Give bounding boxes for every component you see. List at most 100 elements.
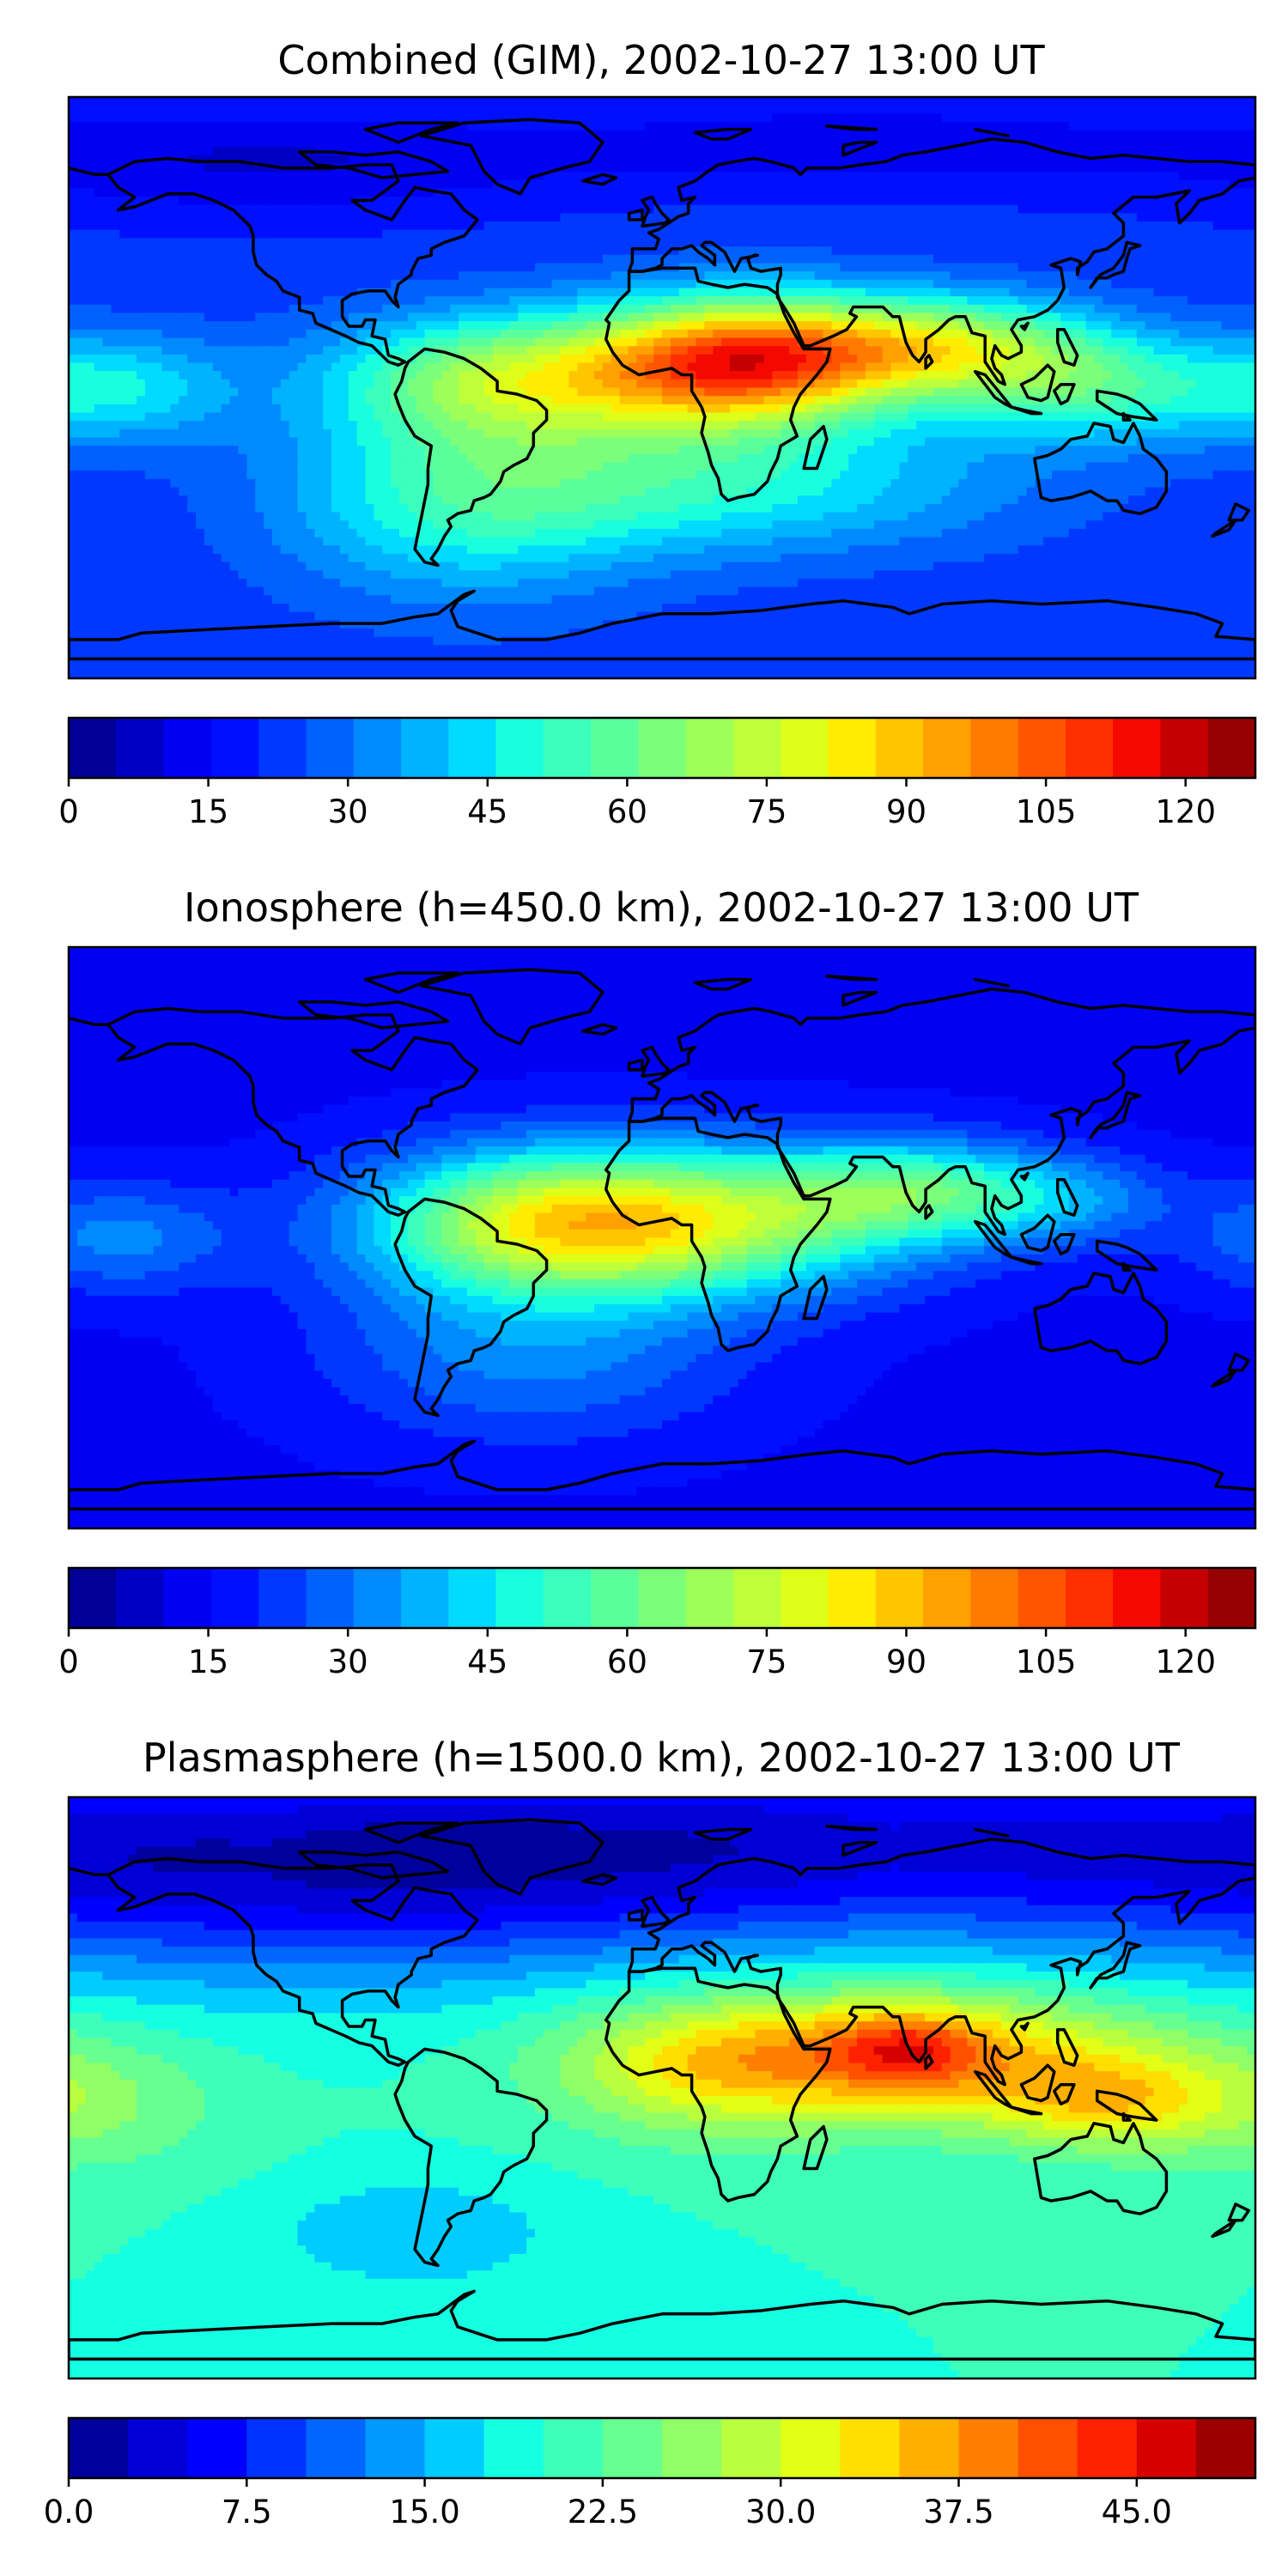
heatmap-cell [916,229,926,240]
heatmap-cell [696,279,705,289]
heatmap-cell [687,147,697,156]
heatmap-cell [407,313,417,322]
heatmap-cell [916,172,926,181]
heatmap-cell [238,204,247,214]
heatmap-cell [483,379,494,389]
heatmap-cell [941,279,951,289]
heatmap-cell [687,346,697,355]
heatmap-cell [763,213,773,222]
heatmap-cell [746,97,756,106]
heatmap-cell [1204,362,1214,372]
heatmap-cell [459,387,468,397]
heatmap-cell [831,337,841,347]
heatmap-cell [264,329,273,339]
heatmap-cell [221,213,231,222]
heatmap-cell [323,337,332,347]
heatmap-cell [297,313,307,322]
heatmap-cell [94,362,104,372]
heatmap-cell [365,138,374,148]
heatmap-cell [339,113,349,123]
heatmap-cell [789,97,799,106]
heatmap-cell [271,204,282,214]
heatmap-cell [950,271,960,281]
heatmap-cell [153,204,163,214]
heatmap-cell [543,213,553,222]
heatmap-cell [755,354,765,364]
heatmap-cell [69,321,78,331]
heatmap-cell [128,313,137,322]
heatmap-cell [187,197,197,206]
heatmap-cell [670,188,680,197]
heatmap-cell [475,296,485,306]
heatmap-cell [1204,246,1214,256]
heatmap-cell [323,229,332,240]
heatmap-cell [136,105,146,114]
heatmap-cell [398,238,409,247]
heatmap-cell [645,246,654,256]
heatmap-cell [255,371,264,380]
heatmap-cell [611,138,621,148]
heatmap-cell [1043,288,1053,297]
heatmap-cell [1026,172,1036,181]
heatmap-cell [1162,246,1171,256]
heatmap-cell [111,155,120,164]
heatmap-cell [1094,254,1103,264]
panel-combined: Combined (GIM), 2002-10-27 13:00 UT 0 15 3… [58,37,1257,830]
heatmap-cell [264,122,273,131]
heatmap-cell [1035,354,1044,364]
heatmap-cell [212,254,222,264]
heatmap-cell [1068,337,1078,347]
heatmap-cell [568,122,578,131]
heatmap-cell [1162,138,1171,148]
heatmap-cell [483,204,494,214]
heatmap-cell [763,279,773,289]
heatmap-cell [586,147,595,156]
heatmap-cell [729,238,739,247]
heatmap-cell [314,387,324,397]
heatmap-cell [1127,254,1138,264]
heatmap-cell [967,179,976,189]
heatmap-cell [805,321,816,331]
heatmap-cell [1136,329,1146,339]
heatmap-cell [1127,97,1138,106]
heatmap-cell [1204,379,1214,389]
heatmap-cell [331,329,341,339]
heatmap-cell [992,188,1002,197]
heatmap-cell [763,105,773,114]
heatmap-cell [738,329,748,339]
heatmap-cell [348,263,358,272]
heatmap-cell [687,130,697,139]
heatmap-cell [678,387,689,397]
heatmap-cell [144,346,155,355]
heatmap-cell [534,97,544,106]
heatmap-cell [602,271,612,281]
heatmap-cell [670,238,680,247]
heatmap-cell [289,130,299,139]
heatmap-cell [543,263,553,272]
heatmap-cell [1085,238,1096,247]
heatmap-cell [941,354,951,364]
heatmap-cell [1103,238,1112,247]
heatmap-cell [1035,279,1044,289]
heatmap-cell [297,113,307,123]
heatmap-cell [967,321,976,331]
heatmap-cell [755,337,765,347]
heatmap-cell [890,263,900,272]
heatmap-cell [848,271,858,281]
heatmap-cell [1179,296,1188,306]
heatmap-cell [271,263,282,272]
heatmap-cell [916,263,926,272]
heatmap-cell [840,105,849,114]
heatmap-cell [1052,313,1061,322]
heatmap-cell [1103,271,1112,281]
heatmap-cell [619,263,629,272]
heatmap-cell [1094,337,1103,347]
heatmap-cell [255,163,264,173]
heatmap-cell [594,288,604,297]
heatmap-cell [212,387,222,397]
heatmap-cell [619,271,629,281]
heatmap-cell [119,197,129,206]
heatmap-cell [271,238,282,247]
heatmap-cell [221,130,231,139]
heatmap-cell [128,113,137,123]
